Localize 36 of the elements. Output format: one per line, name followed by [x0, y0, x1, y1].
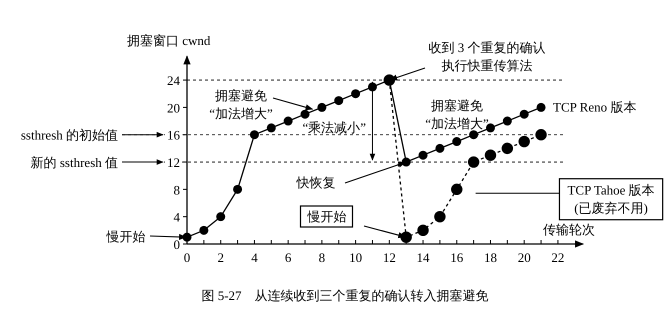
annotation: 快恢复: [296, 162, 406, 190]
x-tick-label: 22: [551, 250, 564, 265]
annotation: “乘法减小”: [302, 120, 366, 135]
ref-line-label: 新的 ssthresh 值: [30, 155, 118, 170]
series-label: TCP Reno 版本: [553, 99, 636, 114]
x-tick-label: 4: [251, 250, 258, 265]
annotation: 收到 3 个重复的确认执行快重传算法: [428, 40, 546, 73]
x-tick-label: 18: [484, 250, 497, 265]
y-axis-title: 拥塞窗口 cwnd: [127, 33, 211, 48]
x-tick-label: 16: [450, 250, 464, 265]
text: TCP Tahoe 版本(已废弃不用): [567, 182, 655, 216]
y-tick-label: 16: [167, 128, 180, 143]
y-tick-label: 8: [174, 182, 180, 198]
x-tick-label: 8: [318, 250, 326, 265]
y-tick-label: 0: [174, 237, 180, 252]
x-tick-label: 20: [518, 250, 531, 265]
annotation: 拥塞避免“加法增大”: [425, 98, 489, 131]
annotation: 慢开始: [300, 205, 406, 238]
ref-line-label: ssthresh 的初始值: [20, 128, 118, 143]
x-tick-label: 14: [416, 250, 430, 265]
x-tick-label: 0: [184, 250, 190, 265]
annotation: 快恢复: [296, 175, 336, 190]
annotation: 慢开始: [306, 209, 346, 224]
annotation: 拥塞避免“加法增大”: [209, 88, 314, 121]
x-tick-label: 2: [217, 250, 224, 265]
annotation: 拥塞避免“加法增大”: [209, 88, 273, 121]
x-tick-label: 12: [382, 250, 396, 265]
y-tick-label: 4: [174, 210, 180, 225]
x-axis-title: 传输轮次: [543, 222, 596, 237]
y-tick-label: 24: [167, 73, 180, 88]
y-tick-label: 20: [167, 100, 180, 116]
annotation: 收到 3 个重复的确认执行快重传算法: [390, 40, 546, 80]
annotation: 图 5-27 从连续收到三个重复的确认转入拥塞避免: [201, 288, 489, 303]
y-tick-label: 12: [167, 155, 180, 170]
x-tick-label: 6: [284, 250, 292, 265]
x-tick-label: 10: [349, 250, 362, 265]
